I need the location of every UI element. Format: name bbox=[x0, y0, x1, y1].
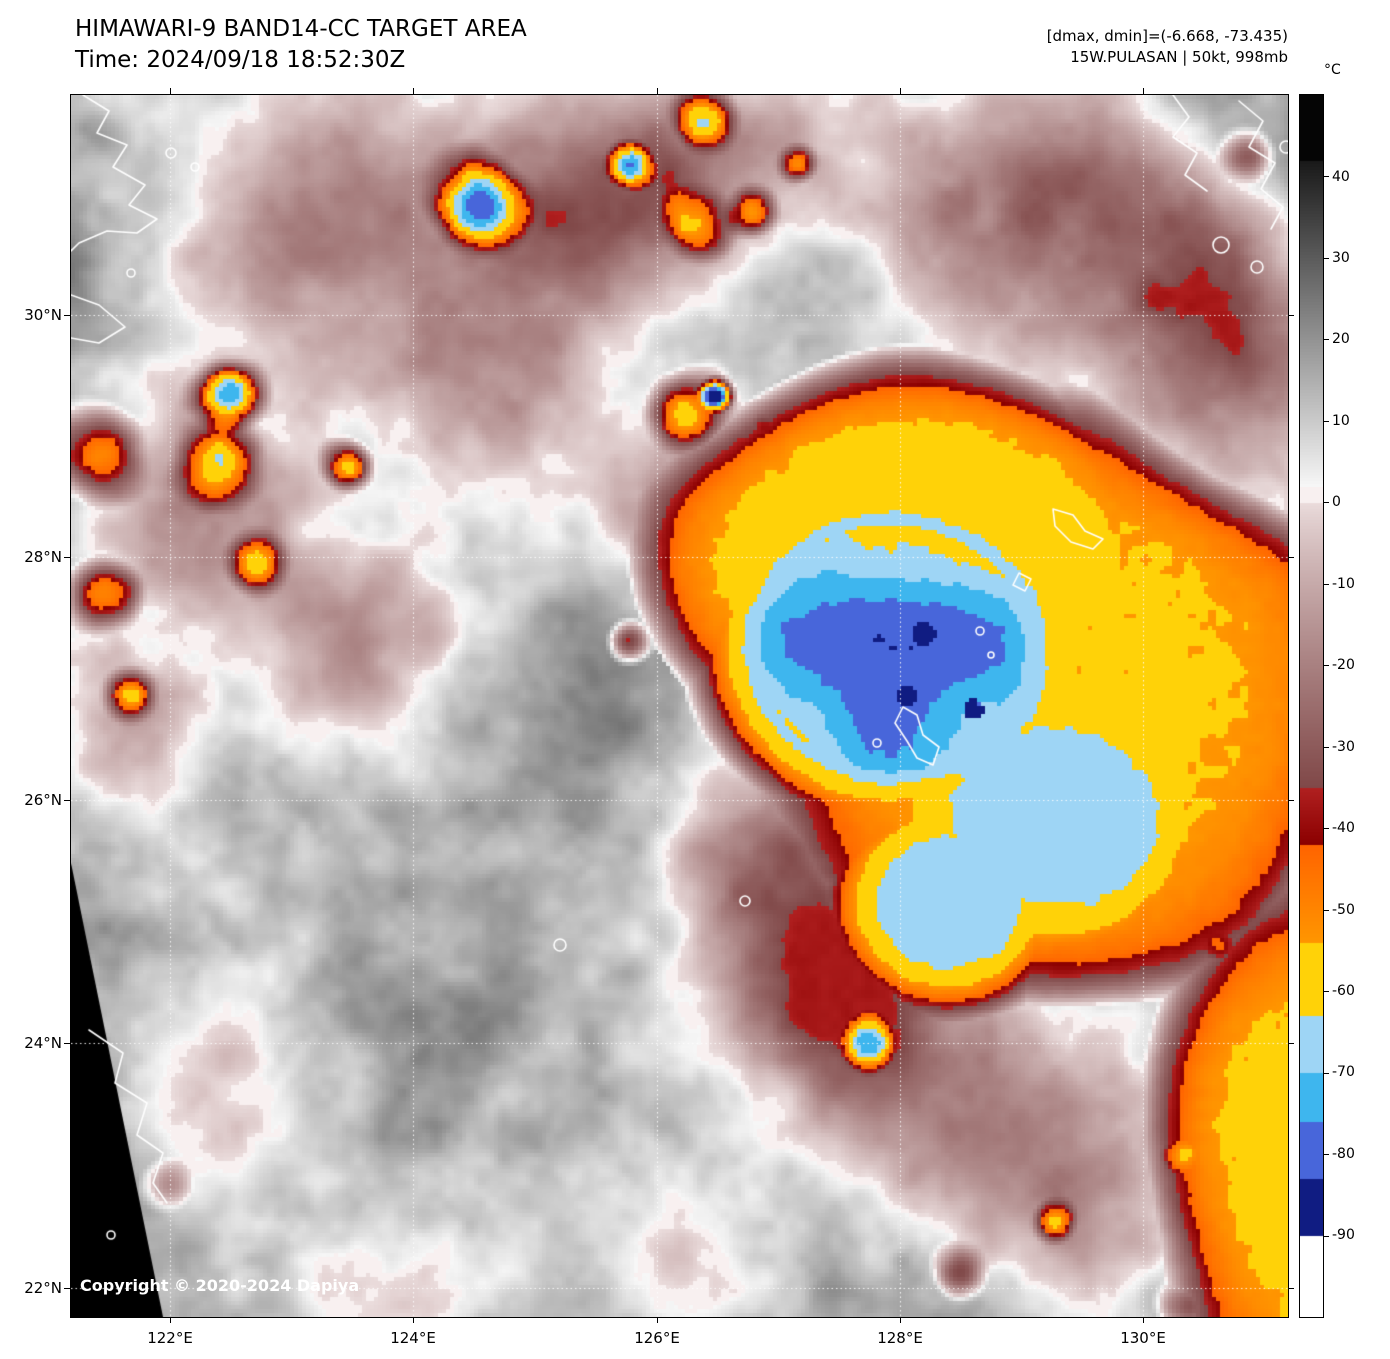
header-right: [dmax, dmin]=(-6.668, -73.435) 15W.PULAS… bbox=[1047, 26, 1288, 68]
axis-tick bbox=[170, 88, 171, 94]
axis-tick bbox=[1324, 1073, 1329, 1074]
header-left: HIMAWARI-9 BAND14-CC TARGET AREA Time: 2… bbox=[75, 14, 527, 76]
colorbar-tick-m90: -90 bbox=[1332, 1227, 1355, 1243]
axis-tick bbox=[900, 1317, 901, 1323]
axis-tick bbox=[1324, 910, 1329, 911]
axis-tick bbox=[1288, 1288, 1294, 1289]
lat-label-28n: 28°N bbox=[24, 548, 62, 566]
lat-label-22n: 22°N bbox=[24, 1279, 62, 1297]
lat-label-30n: 30°N bbox=[24, 306, 62, 324]
colorbar-tick-m60: -60 bbox=[1332, 983, 1355, 999]
axis-tick bbox=[413, 1317, 414, 1323]
axis-tick bbox=[1324, 1154, 1329, 1155]
axis-tick bbox=[1143, 1317, 1144, 1323]
axis-tick bbox=[900, 88, 901, 94]
axis-tick bbox=[64, 1043, 70, 1044]
axis-tick bbox=[1143, 88, 1144, 94]
axis-tick bbox=[1324, 421, 1329, 422]
dmax-dmin-label: [dmax, dmin]=(-6.668, -73.435) bbox=[1046, 27, 1288, 45]
axis-tick bbox=[1324, 339, 1329, 340]
axis-tick bbox=[1288, 1043, 1294, 1044]
storm-info-label: 15W.PULASAN | 50kt, 998mb bbox=[1070, 48, 1288, 66]
axis-tick bbox=[1324, 584, 1329, 585]
axis-tick bbox=[64, 800, 70, 801]
axis-tick bbox=[413, 88, 414, 94]
axis-tick bbox=[64, 1288, 70, 1289]
colorbar bbox=[1299, 94, 1324, 1318]
colorbar-tick-m80: -80 bbox=[1332, 1146, 1355, 1162]
axis-tick bbox=[1324, 176, 1329, 177]
axis-tick bbox=[1324, 1236, 1329, 1237]
axis-tick bbox=[1288, 800, 1294, 801]
axis-tick bbox=[1324, 665, 1329, 666]
lat-label-26n: 26°N bbox=[24, 791, 62, 809]
lon-label-122e: 122°E bbox=[147, 1329, 193, 1347]
axis-tick bbox=[1324, 828, 1329, 829]
colorbar-tick-m40: -40 bbox=[1332, 820, 1355, 836]
colorbar-unit-label: °C bbox=[1324, 62, 1341, 78]
satellite-imagery-canvas bbox=[71, 95, 1288, 1317]
colorbar-canvas bbox=[1300, 95, 1323, 1317]
lat-label-24n: 24°N bbox=[24, 1034, 62, 1052]
copyright-text: Copyright © 2020-2024 Dapiya bbox=[80, 1276, 360, 1295]
axis-tick bbox=[170, 1317, 171, 1323]
lon-label-130e: 130°E bbox=[1120, 1329, 1166, 1347]
axis-tick bbox=[657, 88, 658, 94]
axis-tick bbox=[1288, 557, 1294, 558]
lon-label-124e: 124°E bbox=[390, 1329, 436, 1347]
colorbar-tick-m50: -50 bbox=[1332, 902, 1355, 918]
axis-tick bbox=[1324, 502, 1329, 503]
axis-tick bbox=[1324, 258, 1329, 259]
axis-tick bbox=[1324, 747, 1329, 748]
lon-label-126e: 126°E bbox=[634, 1329, 680, 1347]
colorbar-tick-20: 20 bbox=[1332, 331, 1350, 347]
lon-label-128e: 128°E bbox=[877, 1329, 923, 1347]
colorbar-tick-40: 40 bbox=[1332, 169, 1350, 185]
axis-tick bbox=[64, 557, 70, 558]
colorbar-tick-30: 30 bbox=[1332, 250, 1350, 266]
axis-tick bbox=[1324, 991, 1329, 992]
page-title: HIMAWARI-9 BAND14-CC TARGET AREA bbox=[75, 16, 527, 42]
axis-tick bbox=[657, 1317, 658, 1323]
colorbar-tick-10: 10 bbox=[1332, 413, 1350, 429]
timestamp-label: Time: 2024/09/18 18:52:30Z bbox=[75, 47, 406, 73]
colorbar-tick-m70: -70 bbox=[1332, 1064, 1355, 1080]
map-frame bbox=[70, 94, 1289, 1318]
colorbar-tick-m10: -10 bbox=[1332, 576, 1355, 592]
axis-tick bbox=[1288, 315, 1294, 316]
colorbar-tick-0: 0 bbox=[1332, 494, 1341, 510]
colorbar-tick-m30: -30 bbox=[1332, 739, 1355, 755]
axis-tick bbox=[64, 315, 70, 316]
colorbar-tick-m20: -20 bbox=[1332, 657, 1355, 673]
